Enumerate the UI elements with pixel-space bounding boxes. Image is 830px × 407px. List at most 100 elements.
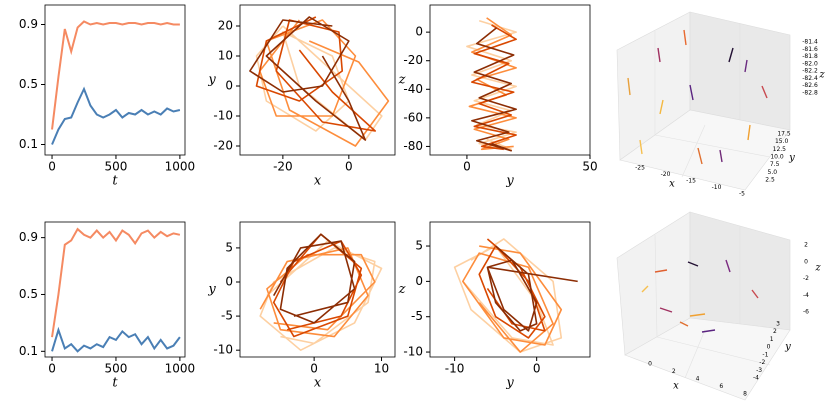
trajectory xyxy=(462,245,563,353)
z-tick-label: -82.6 xyxy=(802,82,818,89)
y-tick-label: 0.9 xyxy=(19,17,38,31)
axes-frame xyxy=(429,221,591,358)
z-tick-label: -82.2 xyxy=(802,68,818,75)
y-tick-label: 0.5 xyxy=(19,287,38,301)
y-tick-label: 2.5 xyxy=(765,177,775,184)
y-tick-label: 1 xyxy=(770,336,774,343)
z-axis-label: z xyxy=(814,263,821,274)
x-tick-label: 6 xyxy=(719,383,723,390)
y-tick-label: 0.1 xyxy=(19,137,38,151)
y-tick-label: 5.0 xyxy=(768,169,778,176)
x-tick-label: 0 xyxy=(463,160,471,174)
trajectory xyxy=(478,238,546,339)
x-tick-label: 0 xyxy=(533,362,541,376)
y-tick-label: 2 xyxy=(773,328,777,335)
y-tick-label: 0 xyxy=(225,275,233,289)
axes-frame xyxy=(239,221,396,358)
y-axis-label: y xyxy=(784,342,791,353)
x-tick-label: -20 xyxy=(273,160,293,174)
x-tick-label: -10 xyxy=(445,362,465,376)
x-axis-label: x xyxy=(314,174,322,189)
y-axis-label: y xyxy=(207,73,216,88)
y-axis-label: y xyxy=(207,282,216,297)
y-tick-label: 7.5 xyxy=(770,161,780,168)
x-tick-label: -10 xyxy=(712,184,722,191)
y-axis-label: y xyxy=(788,153,795,164)
x-tick-label: 1000 xyxy=(165,362,196,376)
y-tick-label: 15.0 xyxy=(775,138,789,145)
x-axis-label: x xyxy=(669,179,675,190)
trajectory xyxy=(471,27,517,152)
y-tick-label: 5 xyxy=(415,239,423,253)
x-tick-label: 0 xyxy=(48,362,56,376)
y-axis-label: z xyxy=(398,73,406,88)
x-tick-label: -5 xyxy=(739,191,745,198)
y-tick-label: 12.5 xyxy=(773,146,787,153)
trajectory xyxy=(255,25,383,141)
y-tick-label: 0 xyxy=(225,79,233,93)
y-tick-label: -20 xyxy=(213,139,233,153)
x-tick-label: -20 xyxy=(661,171,671,178)
y-tick-label: 0 xyxy=(767,344,771,351)
x-axis-label: y xyxy=(505,174,514,189)
trajectory xyxy=(249,16,367,141)
y-tick-label: -3 xyxy=(756,367,762,374)
series-line xyxy=(51,20,180,130)
trajectory xyxy=(259,240,383,351)
z-tick-label: -81.8 xyxy=(802,53,818,60)
y-tick-label: -5 xyxy=(411,309,423,323)
z-tick-label: -2 xyxy=(803,275,809,282)
y-tick-label: 0.5 xyxy=(19,77,38,91)
y-tick-label: 0 xyxy=(415,274,423,288)
x-tick-label: 50 xyxy=(582,160,597,174)
x-tick-label: 10 xyxy=(374,362,389,376)
trajectory xyxy=(471,24,517,151)
x-tick-label: 1000 xyxy=(165,160,196,174)
y-tick-label: -20 xyxy=(403,53,423,67)
x-tick-label: 500 xyxy=(105,362,128,376)
y-tick-label: 5 xyxy=(225,240,233,254)
y-tick-label: 17.5 xyxy=(777,131,791,138)
x-tick-label: 500 xyxy=(105,160,128,174)
y-tick-label: 0.9 xyxy=(19,230,38,244)
z-tick-label: -81.4 xyxy=(802,39,818,46)
z-axis-label: z xyxy=(818,70,825,81)
axes-frame xyxy=(44,221,186,358)
y-tick-label: -60 xyxy=(403,110,423,124)
y-tick-label: -5 xyxy=(221,309,233,323)
y-tick-label: 10.0 xyxy=(770,154,784,161)
axes-frame xyxy=(44,4,186,156)
z-tick-label: -82.0 xyxy=(802,60,818,67)
trajectory xyxy=(259,247,376,338)
y-axis-label: z xyxy=(398,282,406,297)
z-tick-label: -4 xyxy=(803,292,809,299)
x-tick-label: 4 xyxy=(696,376,700,383)
x-tick-label: 0 xyxy=(48,160,56,174)
y-tick-label: 10 xyxy=(218,49,233,63)
trajectory xyxy=(466,19,517,151)
series-line xyxy=(51,86,181,145)
trajectory xyxy=(272,233,356,324)
z-tick-label: -6 xyxy=(803,309,809,316)
x-axis-label: y xyxy=(505,376,514,391)
y-tick-label: -10 xyxy=(213,343,233,357)
z-tick-label: -81.6 xyxy=(802,46,818,53)
z-tick-label: -82.8 xyxy=(802,90,818,97)
x-tick-label: 8 xyxy=(743,391,747,398)
y-tick-label: 20 xyxy=(218,19,233,33)
y-tick-label: -80 xyxy=(403,139,423,153)
x-axis-label: t xyxy=(112,376,118,391)
y-tick-label: -40 xyxy=(403,82,423,96)
y-tick-label: -4 xyxy=(753,375,759,382)
y-tick-label: -10 xyxy=(213,109,233,123)
x-tick-label: 0 xyxy=(648,361,652,368)
y-tick-label: 3 xyxy=(776,321,780,328)
x-tick-label: 2 xyxy=(672,368,676,375)
x-tick-label: 0 xyxy=(345,160,353,174)
y-tick-label: 0.1 xyxy=(19,344,38,358)
x-tick-label: 0 xyxy=(310,362,318,376)
x-axis-label: x xyxy=(673,381,679,392)
3d-panes xyxy=(616,11,791,401)
trajectory xyxy=(255,16,377,132)
